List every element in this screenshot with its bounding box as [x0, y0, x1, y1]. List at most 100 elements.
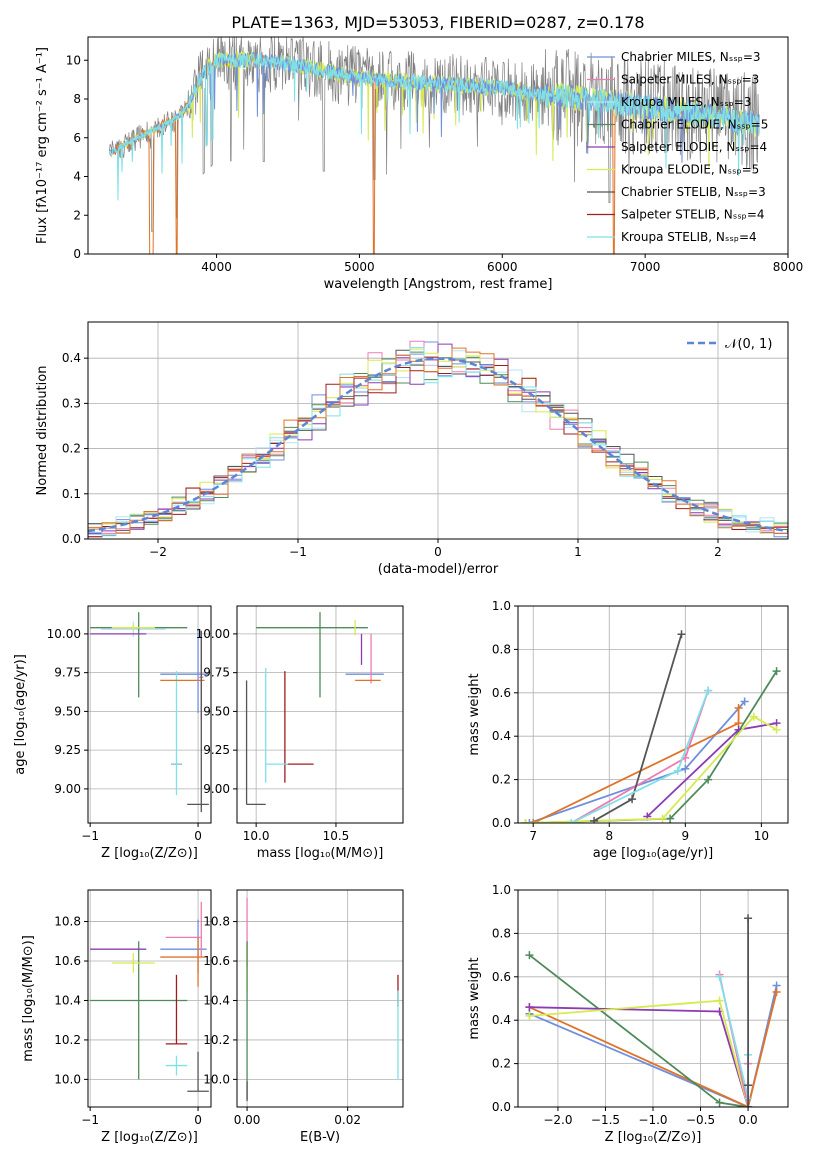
plot-area-age_vs_Z	[90, 612, 209, 813]
y-tick-label: 1.0	[492, 883, 511, 897]
y-tick-label: 0.2	[492, 773, 511, 787]
weight-marker	[628, 795, 637, 804]
weight-marker	[744, 914, 753, 923]
x-axis-label: E(B-V)	[300, 1130, 340, 1145]
axes-mass_vs_EBV: 0.00 0.02 10.0 10.2 10.4 10.6 10.8 E(B-V)	[203, 889, 404, 1145]
axes-spectrum: 4000 5000 6000 7000 8000 0 2 4 6 8 10 wavelength [A…	[35, 36, 804, 292]
plot-area-residuals	[88, 340, 788, 538]
weight-line	[525, 670, 778, 823]
x-tick-label: −1.5	[591, 1113, 620, 1127]
weight-marker	[525, 951, 534, 960]
plot-area-weight_vs_Z	[525, 914, 781, 1107]
weight-line	[528, 954, 749, 1107]
y-tick-label: 10.00	[47, 627, 81, 641]
y-tick-label: 0.4	[62, 351, 81, 365]
x-tick-label: −1	[289, 545, 307, 559]
x-axis-label: wavelength [Angstrom, rest frame]	[324, 277, 553, 292]
legend: Chabrier MILES, Nₛₛₚ=3 Salpeter MILES, Nₛ…	[587, 50, 768, 244]
weight-marker	[673, 766, 682, 775]
y-tick-label: 1.0	[492, 599, 511, 613]
y-tick-label: 0.0	[492, 1100, 511, 1114]
weight-marker	[772, 667, 781, 676]
y-tick-label: 6	[73, 131, 81, 145]
x-tick-label: 10.5	[323, 829, 350, 843]
y-tick-label: 0.6	[492, 686, 511, 700]
x-tick-label: 0.02	[334, 1113, 361, 1127]
y-axis-label: age [log₁₀(age/yr)]	[13, 654, 28, 775]
x-tick-label: 4000	[201, 260, 232, 274]
legend-label: Chabrier STELIB, Nₛₛₚ=3	[621, 185, 766, 199]
x-axis-label: (data-model)/error	[378, 562, 499, 577]
x-tick-label: 10	[754, 829, 769, 843]
weight-marker	[734, 703, 743, 712]
x-axis-label: Z [log₁₀(Z/Z⊙)]	[101, 846, 198, 861]
gaussian-curve	[88, 357, 788, 533]
axes-weight_vs_Z: −2.0 −1.5 −1.0 −0.5 0.0 0.0 0.2 0.4 0.6 0.8 1.0 Z […	[467, 883, 789, 1145]
y-tick-label: 10.2	[54, 1033, 81, 1047]
y-axis-label: mass weight	[467, 673, 482, 755]
x-tick-label: 7	[529, 829, 537, 843]
x-tick-label: −2	[149, 545, 167, 559]
x-tick-label: 7000	[630, 260, 661, 274]
plot-area-mass_vs_EBV	[246, 897, 399, 1102]
y-axis-label: Normed distribution	[35, 366, 50, 496]
y-tick-label: 9.50	[54, 704, 81, 718]
legend-label: Kroupa MILES, Nₛₛₚ=3	[621, 95, 751, 109]
x-tick-label: 8000	[773, 260, 804, 274]
y-tick-label: 0.2	[62, 442, 81, 456]
weight-marker	[567, 819, 576, 823]
plot-area-age_vs_mass	[245, 612, 384, 806]
y-axis-label: mass [log₁₀(M/M⊙)]	[21, 935, 36, 1062]
x-axis-label: mass [log₁₀(M/M⊙)]	[257, 846, 384, 861]
legend-label: Chabrier MILES, Nₛₛₚ=3	[621, 50, 761, 64]
y-tick-label: 10.00	[196, 627, 230, 641]
x-axis-label: Z [log₁₀(Z/Z⊙)]	[605, 1130, 702, 1145]
axes-frame	[236, 889, 404, 1108]
x-tick-label: −0.5	[686, 1113, 715, 1127]
weight-line	[529, 985, 778, 1107]
y-tick-label: 10.8	[203, 915, 230, 929]
y-tick-label: 0.2	[492, 1057, 511, 1071]
weight-marker	[715, 972, 724, 981]
x-tick-label: 9	[682, 829, 690, 843]
weight-marker	[715, 1098, 724, 1107]
histogram-series	[88, 347, 788, 534]
axes-mass_vs_Z: −1 0 10.0 10.2 10.4 10.6 10.8 Z [log₁₀(Z/Z⊙)] ma…	[21, 889, 212, 1145]
legend-label: 𝒩(0, 1)	[725, 337, 772, 352]
y-tick-label: 10.4	[54, 993, 81, 1007]
weight-line	[570, 690, 709, 823]
y-tick-label: 0.1	[62, 487, 81, 501]
model-spectrum-line	[108, 50, 760, 201]
legend-label: Kroupa STELIB, Nₛₛₚ=4	[621, 230, 757, 244]
plot-area-spectrum	[108, 37, 760, 254]
weight-line	[570, 690, 709, 823]
axes-frame	[87, 889, 212, 1108]
weight-marker	[525, 1011, 534, 1020]
weight-marker	[681, 764, 690, 773]
legend-label: Kroupa ELODIE, Nₛₛₚ=5	[621, 163, 759, 177]
figure-title: PLATE=1363, MJD=53053, FIBERID=0287, z=0…	[231, 13, 644, 32]
plot-area-weight_vs_age	[521, 630, 781, 823]
x-tick-label: 0.00	[234, 1113, 261, 1127]
y-axis-label: Flux [fλ10⁻¹⁷ erg cm⁻² s⁻¹ A⁻¹]	[35, 47, 50, 244]
legend-label: Salpeter MILES, Nₛₛₚ=3	[621, 73, 759, 87]
weight-marker	[521, 819, 530, 823]
x-tick-label: 10.0	[243, 829, 270, 843]
y-tick-label: 4	[73, 170, 81, 184]
weight-marker	[704, 686, 713, 695]
axes-weight_vs_age: 7 8 9 10 0.0 0.2 0.4 0.6 0.8 1.0 age [log₁₀(age/yr…	[467, 599, 789, 861]
y-tick-label: 10.4	[203, 993, 230, 1007]
y-tick-label: 0.4	[492, 729, 511, 743]
y-tick-label: 9.25	[203, 743, 230, 757]
x-tick-label: −1	[81, 829, 99, 843]
weight-marker	[666, 814, 675, 823]
y-tick-label: 0.0	[492, 816, 511, 830]
axes-age_vs_mass: 10.0 10.5 9.00 9.25 9.50 9.75 10.00 mass [log₁₀…	[196, 605, 404, 861]
legend-label: Salpeter ELODIE, Nₛₛₚ=4	[621, 140, 767, 154]
axes-age_vs_Z: −1 0 9.00 9.25 9.50 9.75 10.00 Z [log₁₀(Z/Z⊙)] a…	[13, 605, 212, 861]
x-axis-label: Z [log₁₀(Z/Z⊙)]	[101, 1130, 198, 1145]
y-tick-label: 0.0	[62, 532, 81, 546]
y-tick-label: 10	[66, 53, 81, 67]
